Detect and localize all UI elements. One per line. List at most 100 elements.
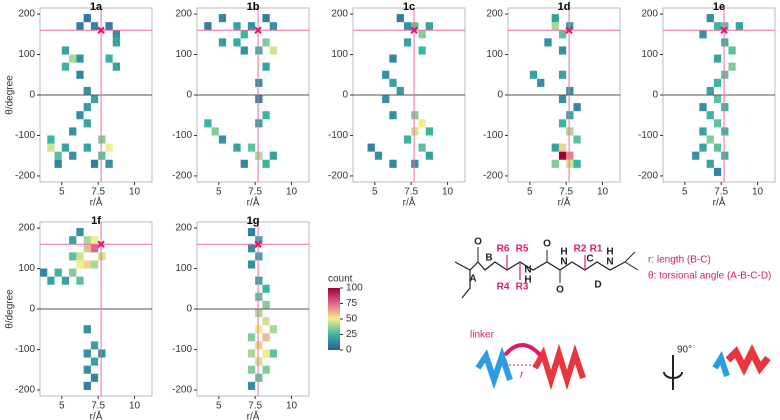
x-tick-label: 7.5 <box>404 187 418 198</box>
panel-title: 1b <box>247 1 260 13</box>
cell <box>90 373 99 382</box>
cell <box>83 325 91 334</box>
cell <box>76 276 84 285</box>
cell <box>98 151 106 160</box>
x-tick-label: 5 <box>59 401 65 412</box>
cell <box>389 78 397 87</box>
cell <box>69 54 77 63</box>
x-tick-label: 10 <box>286 401 298 412</box>
cell <box>76 260 84 269</box>
y-tick-label: -100 <box>328 130 348 141</box>
cell <box>83 119 91 128</box>
cell <box>403 38 412 47</box>
cell <box>98 135 106 144</box>
y-tick-label: 100 <box>175 263 192 274</box>
cell <box>418 46 426 55</box>
y-tick-label: 0 <box>29 304 35 315</box>
y-axis-label: θ/degree <box>5 289 16 329</box>
y-tick-label: -200 <box>15 385 35 396</box>
cell <box>247 228 256 237</box>
cell <box>558 151 567 160</box>
x-tick-label: 7.5 <box>91 187 105 198</box>
cell <box>255 95 263 104</box>
ref-point <box>410 26 418 34</box>
rotation-icon <box>663 355 683 390</box>
cell <box>255 373 263 382</box>
cell <box>240 30 248 39</box>
cell <box>699 143 707 152</box>
ref-point <box>254 240 262 248</box>
cell <box>76 54 84 63</box>
cell <box>551 22 559 31</box>
y-tick-label: 200 <box>18 9 35 20</box>
cell <box>721 151 729 160</box>
cell <box>233 38 241 47</box>
ref-point <box>97 26 105 34</box>
cell <box>735 22 743 31</box>
cell <box>218 14 227 23</box>
cell <box>706 111 714 120</box>
cell <box>90 22 99 31</box>
cell <box>558 143 567 152</box>
cell <box>76 111 84 120</box>
cell <box>382 95 390 104</box>
y-tick-label: -200 <box>172 385 192 396</box>
y-tick-label: 100 <box>18 263 35 274</box>
cell <box>558 119 567 128</box>
cell <box>721 127 729 136</box>
y-tick-label: 100 <box>18 49 35 60</box>
y-tick-label: -200 <box>172 171 192 182</box>
cell <box>255 292 263 301</box>
cell <box>713 78 722 87</box>
cell <box>76 252 84 261</box>
y-tick-label: 200 <box>175 223 192 234</box>
cell <box>721 70 729 79</box>
cell <box>558 46 567 55</box>
linker-label: linker <box>470 330 495 341</box>
y-tick-label: 0 <box>497 90 503 101</box>
cell <box>262 111 270 120</box>
cell <box>83 86 91 95</box>
x-tick-label: 7.5 <box>248 187 262 198</box>
x-tick-label: 5 <box>216 401 222 412</box>
bond <box>624 261 639 271</box>
y-tick-label: -100 <box>15 344 35 355</box>
cell <box>204 22 212 31</box>
cell <box>105 54 113 63</box>
y-tick-label: -100 <box>172 130 192 141</box>
cell <box>233 22 241 31</box>
cell <box>233 143 241 152</box>
cell <box>573 135 581 144</box>
cell <box>374 151 383 160</box>
cell <box>247 244 256 253</box>
y-tick-label: 200 <box>18 223 35 234</box>
cell <box>83 143 91 152</box>
cell <box>255 151 263 160</box>
atom-label: H <box>606 247 613 258</box>
x-axis-label: r/Å <box>247 410 260 420</box>
atom-label: R3 <box>516 282 529 293</box>
cell <box>40 268 48 277</box>
colorbar-tick-label: 25 <box>346 329 358 340</box>
cell <box>389 159 397 168</box>
cell <box>713 167 722 176</box>
x-axis-label: r/Å <box>713 196 726 209</box>
cell <box>269 151 277 160</box>
cell <box>90 341 99 350</box>
cell <box>425 22 433 31</box>
ref-point <box>97 240 105 248</box>
atom-label: B <box>485 253 492 264</box>
cell <box>76 22 84 31</box>
cell <box>83 14 91 23</box>
cell <box>255 276 263 285</box>
x-tick-label: 5 <box>527 187 533 198</box>
cell <box>389 111 397 120</box>
cell <box>69 252 77 261</box>
cell <box>255 309 263 318</box>
cell <box>262 284 270 293</box>
cell <box>218 135 227 144</box>
cell <box>396 86 404 95</box>
cell <box>69 151 77 160</box>
cell <box>83 381 91 390</box>
cell <box>573 103 581 112</box>
